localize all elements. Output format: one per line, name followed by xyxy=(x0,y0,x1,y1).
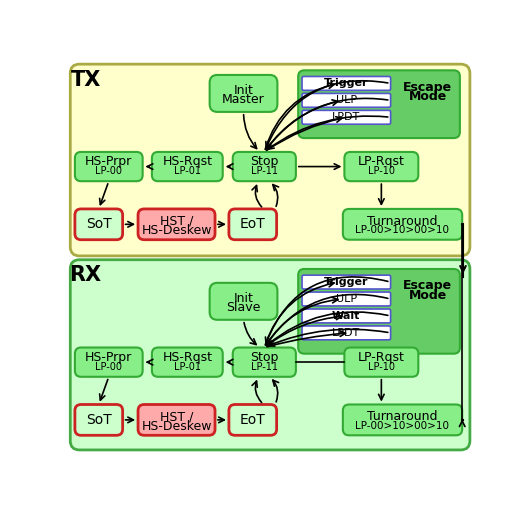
FancyBboxPatch shape xyxy=(152,348,223,377)
FancyBboxPatch shape xyxy=(298,269,460,354)
Text: LP-11: LP-11 xyxy=(251,362,278,372)
Text: Turnaround: Turnaround xyxy=(367,215,437,228)
Text: LP-10: LP-10 xyxy=(368,362,395,372)
Text: LP-00: LP-00 xyxy=(95,166,122,176)
FancyBboxPatch shape xyxy=(138,405,215,435)
Text: Mode: Mode xyxy=(408,289,447,302)
Text: LP-10: LP-10 xyxy=(368,166,395,176)
FancyBboxPatch shape xyxy=(75,405,123,435)
Text: LP-00>10>00>10: LP-00>10>00>10 xyxy=(355,421,449,431)
Text: LP-Rqst: LP-Rqst xyxy=(358,351,405,364)
Text: Slave: Slave xyxy=(226,301,261,314)
Text: Wait: Wait xyxy=(332,311,360,321)
Text: LP-01: LP-01 xyxy=(174,362,201,372)
Text: Master: Master xyxy=(222,93,265,106)
FancyBboxPatch shape xyxy=(302,292,391,306)
FancyBboxPatch shape xyxy=(344,348,418,377)
Text: LP-11: LP-11 xyxy=(251,166,278,176)
Text: Escape: Escape xyxy=(403,279,452,292)
Text: Mode: Mode xyxy=(408,90,447,103)
Text: HS-Prpr: HS-Prpr xyxy=(85,155,132,168)
FancyBboxPatch shape xyxy=(75,209,123,240)
FancyBboxPatch shape xyxy=(210,283,277,320)
Text: LP-Rqst: LP-Rqst xyxy=(358,155,405,168)
Text: HS-Deskew: HS-Deskew xyxy=(141,419,212,433)
FancyBboxPatch shape xyxy=(302,94,391,107)
Text: HS-Rqst: HS-Rqst xyxy=(162,351,212,364)
FancyBboxPatch shape xyxy=(75,348,143,377)
Text: SoT: SoT xyxy=(86,217,112,231)
Text: Escape: Escape xyxy=(403,81,452,94)
Text: RX: RX xyxy=(70,265,102,285)
FancyBboxPatch shape xyxy=(302,326,391,340)
FancyBboxPatch shape xyxy=(343,209,462,240)
Text: LPDT: LPDT xyxy=(332,328,360,338)
Text: Stop: Stop xyxy=(250,351,278,364)
FancyBboxPatch shape xyxy=(75,152,143,181)
Text: LP-00: LP-00 xyxy=(95,362,122,372)
FancyBboxPatch shape xyxy=(229,405,277,435)
Text: Init: Init xyxy=(233,84,253,97)
Text: EoT: EoT xyxy=(240,217,266,231)
Text: LP-00>10>00>10: LP-00>10>00>10 xyxy=(355,225,449,236)
FancyBboxPatch shape xyxy=(152,152,223,181)
FancyBboxPatch shape xyxy=(298,70,460,138)
FancyBboxPatch shape xyxy=(233,348,296,377)
FancyBboxPatch shape xyxy=(138,209,215,240)
Text: ULP: ULP xyxy=(336,95,357,105)
Text: SoT: SoT xyxy=(86,413,112,427)
Text: LPDT: LPDT xyxy=(332,112,360,122)
FancyBboxPatch shape xyxy=(229,209,277,240)
FancyBboxPatch shape xyxy=(70,260,470,450)
FancyBboxPatch shape xyxy=(344,152,418,181)
FancyBboxPatch shape xyxy=(302,110,391,124)
Text: Trigger: Trigger xyxy=(324,78,368,89)
FancyBboxPatch shape xyxy=(302,309,391,323)
Text: HST /: HST / xyxy=(160,215,193,228)
FancyBboxPatch shape xyxy=(302,275,391,289)
Text: Stop: Stop xyxy=(250,155,278,168)
Text: HST /: HST / xyxy=(160,410,193,423)
Text: HS-Deskew: HS-Deskew xyxy=(141,224,212,237)
Text: ULP: ULP xyxy=(336,294,357,304)
Text: HS-Prpr: HS-Prpr xyxy=(85,351,132,364)
Text: Init: Init xyxy=(233,292,253,305)
Text: Trigger: Trigger xyxy=(324,277,368,287)
Text: EoT: EoT xyxy=(240,413,266,427)
Text: HS-Rqst: HS-Rqst xyxy=(162,155,212,168)
Text: TX: TX xyxy=(71,70,101,90)
FancyBboxPatch shape xyxy=(302,76,391,90)
FancyBboxPatch shape xyxy=(233,152,296,181)
FancyBboxPatch shape xyxy=(343,405,462,435)
Text: LP-01: LP-01 xyxy=(174,166,201,176)
FancyBboxPatch shape xyxy=(210,75,277,112)
Text: Turnaround: Turnaround xyxy=(367,410,437,423)
FancyBboxPatch shape xyxy=(70,64,470,256)
